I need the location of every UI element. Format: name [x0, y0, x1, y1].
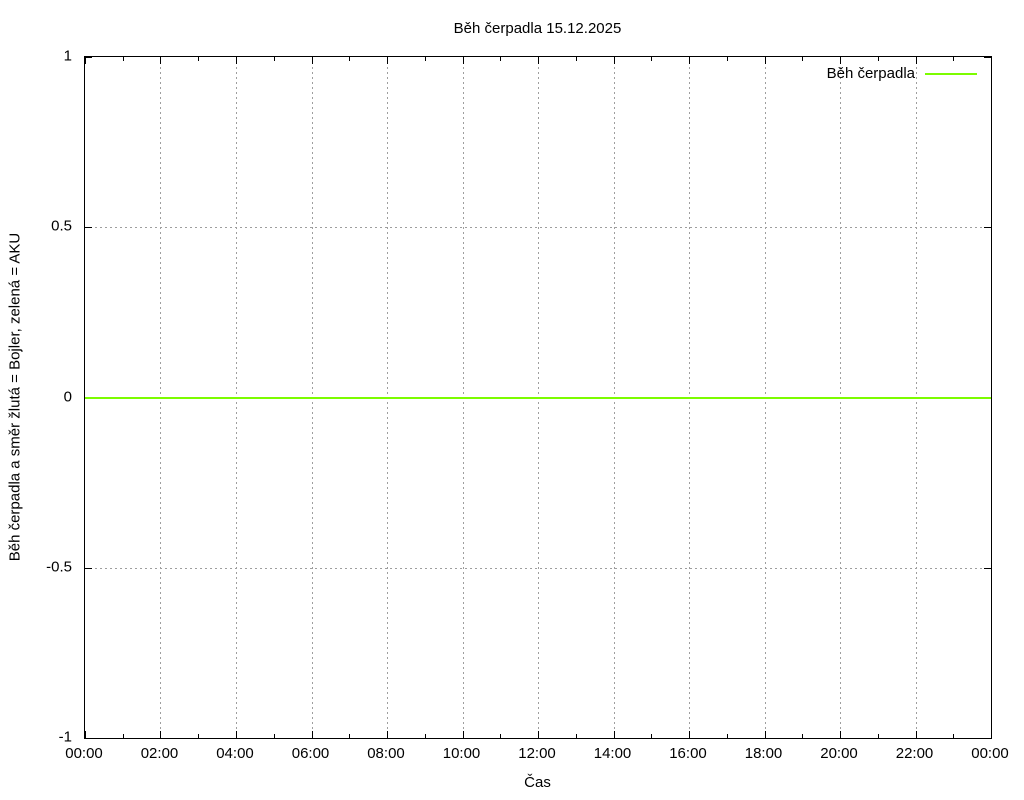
- x-major-tick: [462, 731, 464, 738]
- x-tick-label: 22:00: [895, 745, 934, 762]
- plot-area: Běh čerpadla: [84, 56, 992, 739]
- legend: Běh čerpadla: [827, 65, 977, 82]
- x-tick-label: 06:00: [291, 745, 330, 762]
- horizontal-gridline: [85, 227, 991, 229]
- x-major-tick: [160, 57, 162, 64]
- x-minor-tick: [349, 57, 351, 61]
- x-tick-label: 04:00: [216, 745, 254, 762]
- x-minor-tick: [651, 57, 653, 61]
- x-major-tick: [85, 731, 86, 738]
- x-minor-tick: [424, 734, 426, 738]
- x-minor-tick: [953, 57, 955, 61]
- x-minor-tick: [575, 734, 577, 738]
- x-axis-title: Čas: [524, 774, 551, 791]
- x-minor-tick: [500, 734, 502, 738]
- x-tick-label: 16:00: [669, 745, 707, 762]
- legend-line-sample: [925, 72, 977, 75]
- x-major-tick: [235, 57, 237, 64]
- x-axis-tick-labels: 00:00 02:00 04:00 06:00 08:00 10:00 12:00 14:00…: [65, 745, 1009, 765]
- x-tick-label: 14:00: [593, 745, 632, 762]
- x-major-tick: [85, 57, 86, 64]
- x-minor-tick: [651, 734, 653, 738]
- x-major-tick: [764, 57, 766, 64]
- x-major-tick: [764, 731, 766, 738]
- x-minor-tick: [122, 57, 124, 61]
- x-major-tick: [688, 731, 690, 738]
- x-tick-label: 00:00: [971, 745, 1009, 762]
- x-tick-label: 00:00: [65, 745, 103, 762]
- x-minor-tick: [575, 57, 577, 61]
- x-major-tick: [462, 57, 464, 64]
- y-major-tick: [85, 567, 92, 569]
- y-axis-tick-labels: 1 0.5 0 -0.5 -1: [0, 48, 78, 746]
- x-major-tick: [386, 57, 388, 64]
- x-minor-tick: [877, 57, 879, 61]
- x-tick-label: 08:00: [367, 745, 405, 762]
- x-minor-tick: [198, 57, 200, 61]
- x-major-tick: [688, 57, 690, 64]
- x-major-tick: [991, 57, 992, 64]
- y-major-tick: [984, 738, 991, 739]
- y-tick-label: -1: [58, 728, 72, 746]
- x-minor-tick: [726, 57, 728, 61]
- x-minor-tick: [802, 57, 804, 61]
- x-minor-tick: [424, 57, 426, 61]
- x-major-tick: [386, 731, 388, 738]
- y-tick-label: 0: [63, 388, 72, 405]
- x-minor-tick: [726, 734, 728, 738]
- x-tick-label: 18:00: [744, 745, 783, 762]
- x-minor-tick: [198, 734, 200, 738]
- y-major-tick: [984, 567, 991, 569]
- x-tick-label: 12:00: [518, 745, 556, 762]
- chart-title: Běh čerpadla 15.12.2025: [453, 20, 622, 37]
- legend-label: Běh čerpadla: [826, 65, 915, 82]
- x-major-tick: [613, 731, 615, 738]
- x-major-tick: [915, 57, 917, 64]
- x-major-tick: [160, 731, 162, 738]
- x-major-tick: [613, 57, 615, 64]
- x-major-tick: [235, 731, 237, 738]
- x-major-tick: [840, 731, 841, 738]
- x-tick-label: 02:00: [140, 745, 179, 762]
- y-major-tick: [85, 57, 92, 58]
- y-major-tick: [984, 57, 991, 58]
- y-major-tick: [85, 227, 92, 229]
- series-line-běh-čerpadla: [85, 396, 991, 399]
- x-minor-tick: [877, 734, 879, 738]
- y-axis-title: Běh čerpadla a směr žlutá = Bojler, zele…: [6, 232, 24, 562]
- x-minor-tick: [953, 734, 955, 738]
- y-major-tick: [984, 227, 991, 229]
- x-minor-tick: [500, 57, 502, 61]
- horizontal-gridline: [85, 567, 991, 569]
- x-major-tick: [538, 57, 539, 64]
- x-tick-label: 20:00: [820, 745, 858, 762]
- y-major-tick: [85, 738, 92, 739]
- y-tick-label: -0.5: [46, 558, 72, 576]
- x-major-tick: [538, 731, 539, 738]
- x-major-tick: [915, 731, 917, 738]
- y-tick-label: 1: [63, 47, 72, 65]
- x-minor-tick: [349, 734, 351, 738]
- x-major-tick: [311, 731, 313, 738]
- x-major-tick: [840, 57, 841, 64]
- x-tick-label: 10:00: [442, 745, 481, 762]
- x-minor-tick: [122, 734, 124, 738]
- x-major-tick: [991, 731, 992, 738]
- y-tick-label: 0.5: [51, 217, 72, 235]
- x-minor-tick: [273, 57, 275, 61]
- x-minor-tick: [273, 734, 275, 738]
- x-major-tick: [311, 57, 313, 64]
- x-minor-tick: [802, 734, 804, 738]
